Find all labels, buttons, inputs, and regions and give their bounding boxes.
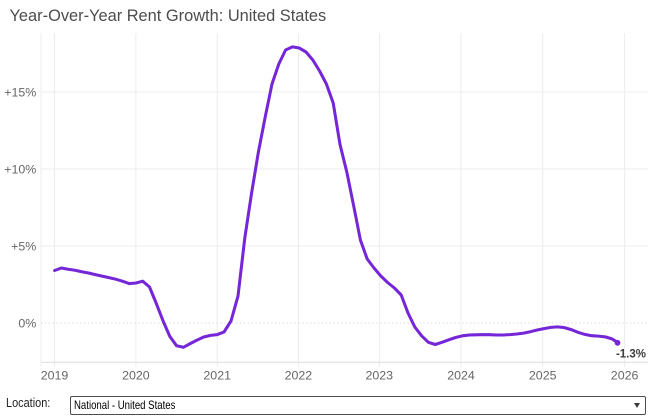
svg-text:Year-Over-Year Rent Growth: Un: Year-Over-Year Rent Growth: United State… [10, 7, 327, 25]
svg-text:+10%: +10% [4, 162, 36, 176]
svg-text:2019: 2019 [41, 369, 69, 383]
svg-text:2026: 2026 [611, 369, 639, 383]
svg-text:-1.3%: -1.3% [616, 349, 646, 361]
svg-text:2021: 2021 [203, 369, 231, 383]
svg-text:+15%: +15% [4, 85, 36, 99]
svg-text:2025: 2025 [529, 369, 557, 383]
svg-text:2020: 2020 [122, 369, 150, 383]
svg-text:2024: 2024 [447, 369, 475, 383]
svg-text:0%: 0% [18, 316, 36, 330]
svg-text:2023: 2023 [366, 369, 394, 383]
svg-text:2022: 2022 [285, 369, 313, 383]
svg-text:+5%: +5% [11, 239, 36, 253]
